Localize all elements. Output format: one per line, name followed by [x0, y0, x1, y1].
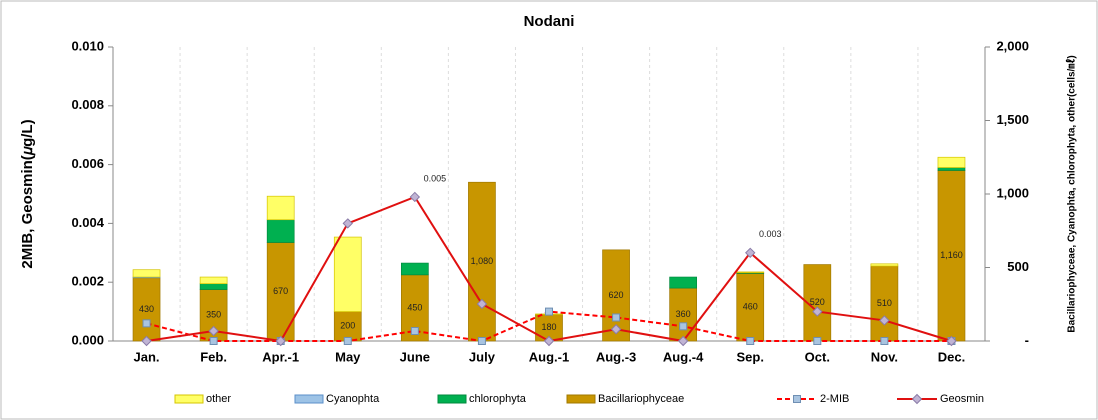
bar-value-label: 200: [340, 321, 355, 331]
bar-segment: [333, 236, 362, 312]
x-tick-label: Sep.: [736, 349, 763, 364]
legend-swatch: [566, 394, 596, 404]
marker: [612, 313, 621, 322]
marker: [477, 337, 486, 345]
line-value-label: 0.003: [759, 229, 782, 239]
marker: [745, 247, 756, 259]
y-tick-label: 0.008: [71, 97, 104, 112]
bar-value-label: 520: [810, 297, 825, 307]
y2-tick-label: 1,000: [996, 185, 1029, 200]
y2-tick-label: 2,000: [996, 38, 1029, 53]
legend-label: chlorophyta: [469, 393, 527, 405]
bar-value-label: 350: [206, 310, 221, 320]
legend-label: Geosmin: [940, 393, 984, 405]
bar-segment: [199, 283, 228, 290]
bar-segment: [266, 219, 295, 243]
bar-value-label: 360: [676, 309, 691, 319]
bar-value-label: 460: [743, 302, 758, 312]
x-tick-label: Oct.: [805, 349, 830, 364]
marker: [410, 327, 419, 336]
bar-segment: [199, 276, 228, 285]
marker: [209, 337, 218, 345]
bar-value-label: 1,080: [471, 256, 494, 266]
line-value-label: 0.005: [424, 173, 447, 183]
bar-segment: [669, 287, 698, 342]
marker: [677, 335, 689, 347]
y2-tick-label: 1,500: [996, 112, 1029, 127]
bar-segment: [132, 269, 161, 278]
y2-tick-label: -: [1025, 332, 1029, 347]
chart-title: Nodani: [524, 13, 575, 30]
marker: [343, 337, 352, 345]
x-tick-label: Aug.-1: [529, 349, 569, 364]
bar-segment: [132, 277, 161, 342]
x-tick-label: Feb.: [200, 349, 227, 364]
y-tick-label: 0.006: [71, 156, 104, 171]
y-axis-title: 2MIB, Geosmin(𝜇g/L): [19, 119, 36, 268]
marker: [141, 335, 152, 347]
x-tick-label: Aug.-3: [596, 349, 636, 364]
marker: [880, 337, 889, 345]
bar-value-label: 430: [139, 304, 154, 314]
marker: [275, 335, 286, 347]
marker: [879, 315, 890, 326]
marker: [679, 322, 688, 331]
bar-segment: [937, 170, 966, 342]
bar-segment: [266, 195, 295, 221]
bar-segment: [937, 167, 966, 171]
y-tick-label: 0.004: [71, 215, 104, 230]
marker: [746, 337, 755, 345]
legend-label: other: [206, 393, 231, 405]
legend-swatch: [437, 394, 467, 404]
bar-segment: [468, 181, 496, 342]
bar-value-label: 620: [609, 290, 624, 300]
legend-swatch: [294, 394, 324, 404]
legend-label: Bacillariophyceae: [598, 393, 684, 405]
bar-value-label: 450: [407, 302, 422, 312]
bar-segment: [937, 156, 966, 168]
bar-segment: [400, 262, 429, 276]
legend-swatch: [174, 394, 204, 404]
legend-marker: [911, 393, 923, 405]
marker: [610, 324, 622, 335]
x-tick-label: Nov.: [871, 349, 898, 364]
marker: [812, 306, 823, 317]
x-tick-label: Jan.: [134, 349, 160, 364]
bar-segment: [736, 273, 765, 342]
marker: [946, 335, 957, 347]
marker: [142, 319, 151, 328]
marker: [409, 191, 421, 203]
y-tick-label: 0.002: [71, 274, 104, 289]
bar-value-label: 510: [877, 298, 892, 308]
bar-value-label: 1,160: [940, 250, 963, 260]
bar-segment: [669, 276, 698, 289]
y-tick-label: 0.010: [71, 38, 104, 53]
marker: [545, 307, 553, 316]
x-tick-label: Aug.-4: [663, 349, 704, 364]
legend-label: 2-MIB: [820, 393, 849, 405]
x-tick-label: May: [335, 349, 361, 364]
legend-label: Cyanophta: [326, 393, 380, 405]
bar-value-label: 180: [541, 322, 556, 332]
x-tick-label: Dec.: [938, 349, 965, 364]
x-tick-label: Apr.-1: [262, 349, 299, 364]
bar-segment: [870, 263, 899, 267]
marker: [342, 218, 353, 229]
marker: [813, 337, 822, 345]
bar-value-label: 670: [273, 286, 288, 296]
marker: [476, 298, 488, 310]
marker: [208, 325, 219, 337]
y-tick-label: 0.000: [71, 332, 104, 347]
legend-marker: [793, 395, 801, 403]
x-tick-label: June: [400, 349, 430, 364]
y2-tick-label: 500: [1007, 259, 1029, 274]
bar-segment: [736, 271, 765, 273]
x-tick-label: July: [469, 349, 496, 364]
y2-axis-title: Bacillariophyceae, Cyanophta, chlorophyt…: [1066, 55, 1078, 332]
marker: [543, 335, 555, 347]
